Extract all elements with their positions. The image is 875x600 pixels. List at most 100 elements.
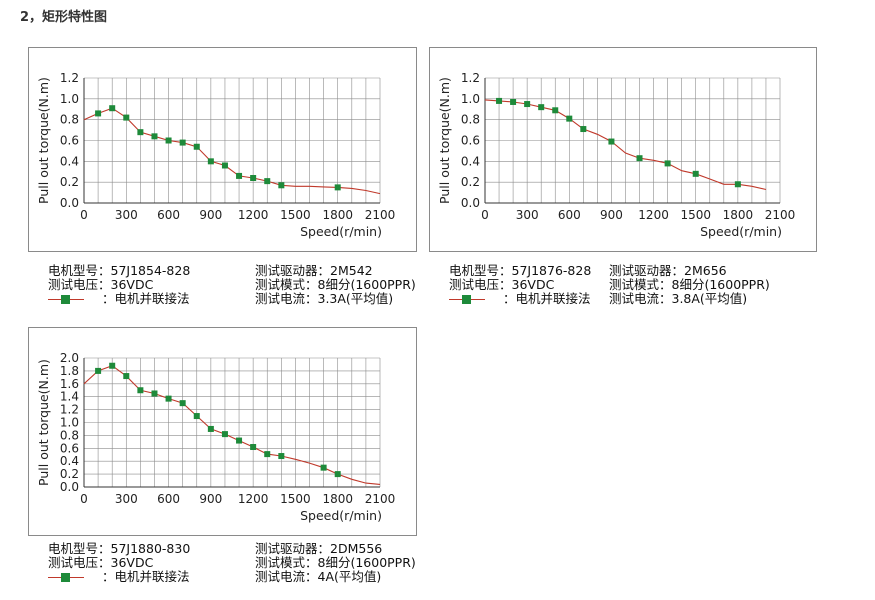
test-mode: 测试模式：8细分(1600PPR) [609, 277, 770, 292]
data-point-marker [165, 395, 172, 402]
y-tick-label: 0.2 [461, 175, 480, 189]
x-tick-label: 1200 [638, 208, 669, 222]
test-mode: 测试模式：8细分(1600PPR) [255, 555, 416, 570]
y-tick-label: 1.8 [60, 364, 79, 378]
x-tick-label: 600 [157, 208, 180, 222]
test-mode: 测试模式：8细分(1600PPR) [255, 277, 416, 292]
x-tick-label: 2100 [365, 208, 396, 222]
data-point-marker [320, 464, 327, 471]
x-tick-label: 900 [199, 492, 222, 506]
y-tick-label: 1.2 [60, 403, 79, 417]
x-tick-label: 1500 [280, 492, 311, 506]
chart-3: 0.00.20.40.60.81.01.21.41.61.82.0 0 300 600… [36, 351, 396, 523]
chart-panel-1: 0.0 0.2 0.4 0.6 0.8 1.0 1.2 0 300 600 900 1200 1500 1… [28, 47, 417, 252]
data-point-marker [137, 129, 144, 136]
x-tick-label: 1200 [238, 208, 269, 222]
y-tick-label: 0.6 [461, 134, 480, 148]
motor-model: 电机型号：57J1880-830 [48, 541, 191, 556]
spec-block-1: 电机型号：57J1854-828 测试驱动器：2M542 测试电压：36VDC 测试… [48, 264, 416, 306]
data-point-marker [510, 98, 517, 105]
data-point-marker [580, 126, 587, 133]
data-point-marker [334, 184, 341, 191]
page-title: 2，矩形特性图 [20, 10, 108, 25]
y-tick-label: 0.0 [461, 196, 480, 210]
data-point-marker [95, 110, 102, 117]
test-current: 测试电流：3.3A(平均值) [255, 291, 394, 306]
data-point-marker [278, 453, 285, 460]
chart-1: 0.0 0.2 0.4 0.6 0.8 1.0 1.2 0 300 600 900 1200 1500 1… [36, 71, 396, 239]
chart-panel-3: 0.0 0.2 0.4 0.6 0.8 1.0 1.2 1.4 1.6 1.8 2.0 0 300 600… [28, 327, 417, 536]
data-point-marker [109, 105, 116, 112]
y-tick-label: 0.4 [60, 454, 79, 468]
test-driver: 测试驱动器：2M542 [255, 263, 373, 278]
legend-label: ：电机并联接法 [503, 291, 591, 306]
y-tick-label: 0.2 [60, 467, 79, 481]
data-point-marker [664, 160, 671, 167]
legend-label: ：电机并联接法 [102, 569, 190, 584]
x-tick-label: 1200 [238, 492, 269, 506]
x-tick-label: 600 [558, 208, 581, 222]
x-tick-label: 2100 [365, 492, 396, 506]
data-point-marker [236, 437, 243, 444]
test-driver: 测试驱动器：2DM556 [255, 541, 383, 556]
data-point-marker [566, 115, 573, 122]
data-point-marker [538, 104, 545, 111]
y-tick-label: 0.8 [461, 113, 480, 127]
data-point-marker [278, 182, 285, 189]
data-point-marker [151, 390, 158, 397]
data-point-marker [221, 431, 228, 438]
data-point-marker [95, 367, 102, 374]
x-tick-label: 1800 [322, 492, 353, 506]
data-point-marker [137, 387, 144, 394]
data-point-marker [608, 138, 615, 145]
x-tick-label: 300 [516, 208, 539, 222]
y-tick-label: 0.4 [60, 154, 79, 168]
y-axis-label: Pull out torque(N.m) [437, 77, 452, 204]
data-point-marker [692, 170, 699, 177]
y-tick-label: 1.6 [60, 377, 79, 391]
y-tick-label: 0.2 [60, 175, 79, 189]
x-tick-label: 300 [115, 208, 138, 222]
x-tick-label: 1500 [680, 208, 711, 222]
data-point-marker [236, 172, 243, 179]
data-point-marker [123, 114, 130, 121]
y-tick-label: 1.0 [60, 416, 79, 430]
test-voltage: 测试电压：36VDC [48, 277, 154, 292]
x-tick-label: 0 [481, 208, 489, 222]
data-point-marker [636, 155, 643, 162]
data-point-marker [734, 181, 741, 188]
data-point-marker [552, 107, 559, 114]
x-tick-label: 600 [157, 492, 180, 506]
x-tick-label: 1500 [280, 208, 311, 222]
data-point-marker [524, 101, 531, 108]
spec-block-2: 电机型号：57J1876-828 测试驱动器：2M656 测试电压：36VDC 测试… [449, 263, 770, 306]
data-point-marker [207, 158, 214, 165]
data-point-marker [250, 444, 257, 451]
x-axis-label: Speed(r/min) [300, 224, 382, 239]
data-point-marker [109, 362, 116, 369]
x-axis-label: Speed(r/min) [700, 224, 782, 239]
data-point-marker [334, 471, 341, 478]
x-tick-label: 1800 [723, 208, 754, 222]
x-tick-label: 2100 [765, 208, 796, 222]
data-point-marker [151, 133, 158, 140]
chart-2: 0.0 0.2 0.4 0.6 0.8 1.0 1.2 0 300 600 900 1200 1500 1… [437, 71, 796, 239]
chart-panel-2: 0.0 0.2 0.4 0.6 0.8 1.0 1.2 0 300 600 900 1200 1500 1… [429, 47, 817, 252]
motor-model: 电机型号：57J1876-828 [449, 263, 592, 278]
legend-line-marker-icon [449, 294, 485, 304]
data-point-marker [193, 143, 200, 150]
x-tick-label: 900 [600, 208, 623, 222]
y-tick-label: 1.2 [461, 71, 480, 85]
torque-curve [83, 107, 381, 195]
y-tick-label: 0.0 [60, 196, 79, 210]
y-axis-label: Pull out torque(N.m) [36, 359, 51, 486]
y-tick-label: 0.6 [60, 134, 79, 148]
y-tick-label: 0.0 [60, 480, 79, 494]
x-tick-label: 300 [115, 492, 138, 506]
torque-curve [484, 99, 767, 191]
torque-curve [83, 365, 381, 485]
data-point-marker [179, 400, 186, 407]
data-point-marker [250, 175, 257, 181]
legend-line-marker-icon [48, 294, 84, 304]
test-driver: 测试驱动器：2M656 [609, 263, 727, 278]
